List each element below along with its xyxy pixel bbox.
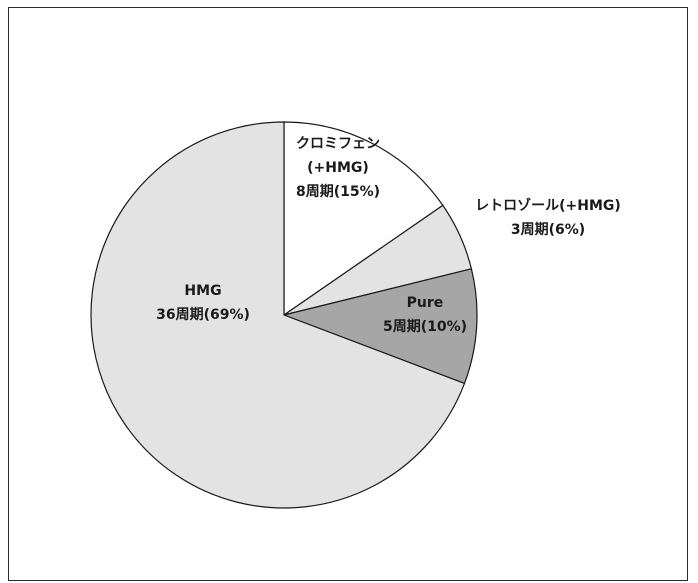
slice-label-2-line-1: レトロゾール(+HMG) — [475, 197, 621, 214]
slice-label-3-line-1: Pure — [407, 295, 444, 311]
slice-label-1-line-2: (+HMG) — [307, 160, 369, 176]
slice-label-1-line-1: クロミフェン — [296, 136, 380, 152]
slice-label-4-line-1: HMG — [184, 283, 221, 299]
pie-slice-1 — [283, 121, 444, 317]
slice-label-3-line-2: 5周期(10%) — [383, 319, 467, 335]
slice-label-4-line-2: 36周期(69%) — [156, 307, 250, 323]
slice-label-1-line-3: 8周期(15%) — [296, 184, 380, 200]
pie-slice-4 — [90, 121, 466, 509]
pie-slice-3 — [281, 268, 478, 385]
slice-label-2-line-2: 3周期(6%) — [511, 222, 585, 238]
